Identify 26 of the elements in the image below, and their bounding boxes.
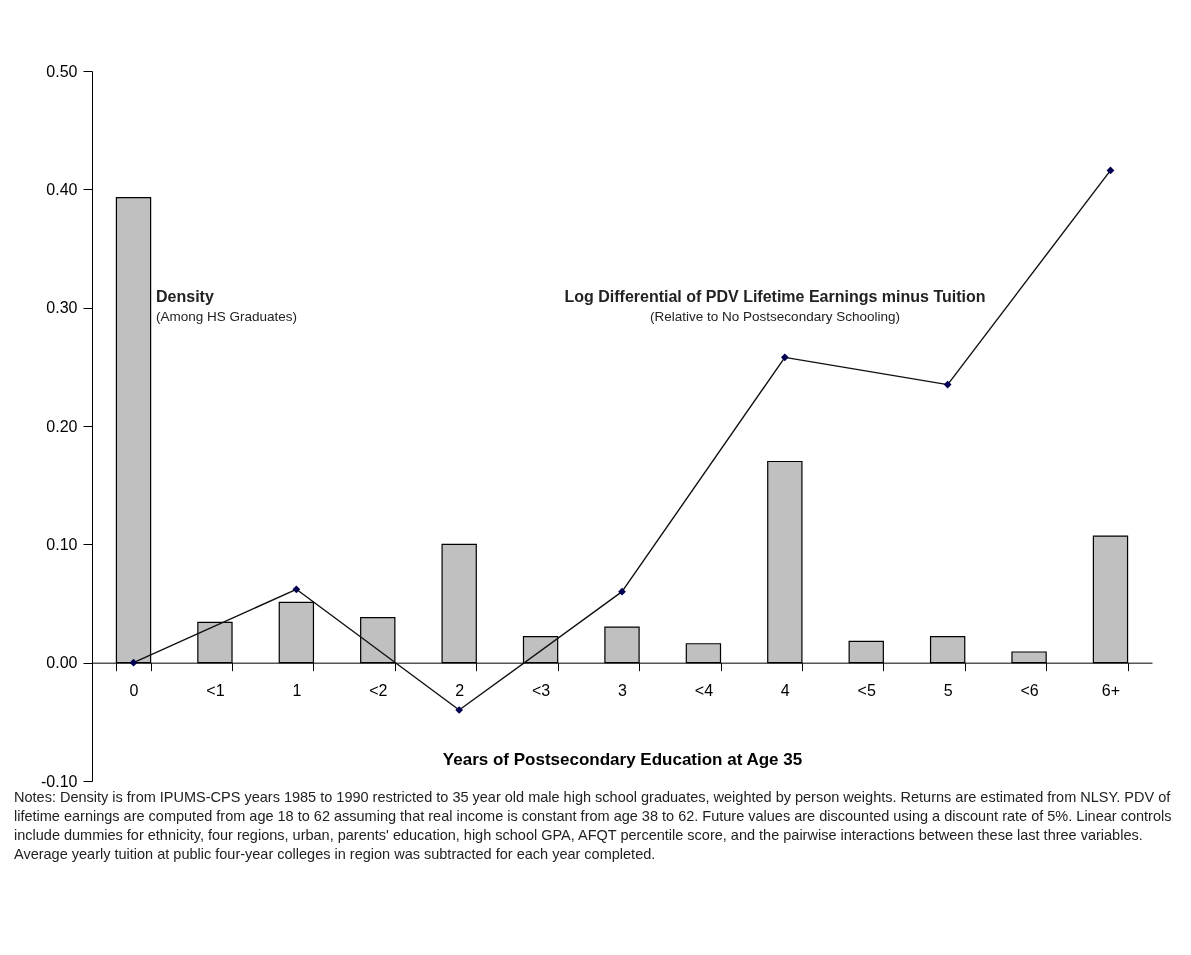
x-tick-label: 6+: [1101, 682, 1121, 700]
x-tick-label: 3: [618, 682, 628, 700]
x-tick-label: <3: [531, 682, 551, 700]
x-tick-label: <4: [694, 682, 714, 700]
y-tick-label: 0.50: [46, 62, 78, 80]
y-tick-label: 0.20: [46, 417, 78, 435]
annotation: (Relative to No Postsecondary Schooling): [650, 309, 900, 324]
x-tick-label: <1: [206, 682, 225, 700]
y-tick-label: 0.10: [46, 535, 78, 553]
x-tick-label: 4: [780, 682, 790, 700]
x-tick-label: 2: [455, 682, 465, 700]
series-label: Density: [156, 288, 214, 305]
y-tick-label: 0.30: [46, 299, 78, 317]
y-tick-label: 0.00: [46, 654, 78, 672]
x-tick-label: 1: [292, 682, 302, 700]
annotation: (Among HS Graduates): [156, 309, 298, 324]
x-tick-label: <5: [857, 682, 876, 700]
x-tick-label: <2: [369, 682, 388, 700]
y-tick-label: 0.40: [46, 180, 78, 198]
x-tick-label: 0: [129, 682, 139, 700]
text: Notes: Density is from IPUMS-CPS years 1985 to 1990 restricted to 35 year old male high school graduates, weighted by person weights. Returns are estimated from NLSY. PDV of lifetime earnings are computed from age 18 to 62 assuming that real income is constant from age 38 to 62. Future values are discounted using a discount rate of 5%. Linear controls include dummies for ethnicity, four regions, urban, parents' education, high school GPA, AFQT percentile score, and the pairwise interactions between these last three variables. Average yearly tuition at public four-year colleges in region was subtracted for each year completed.: [14, 788, 1173, 864]
x-tick-label: <6: [1020, 682, 1039, 700]
x-tick-label: 5: [943, 682, 953, 700]
series-label: Log Differential of PDV Lifetime Earnings minus Tuition: [564, 288, 986, 305]
x-axis-title: Years of Postsecondary Education at Age 35: [442, 749, 803, 769]
y-tick-label: -0.10: [41, 772, 78, 790]
